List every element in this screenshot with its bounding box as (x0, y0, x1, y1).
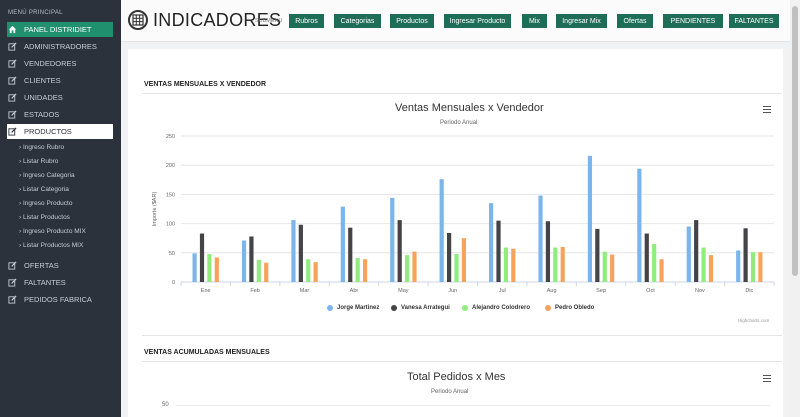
menu-title: MENÚ PRINCIPAL (8, 10, 63, 16)
legend-marker (391, 305, 397, 311)
sidebar-item-ofertas[interactable]: OFERTAS (7, 258, 113, 273)
table-icon (128, 10, 148, 30)
submenu-label: SUBMENU (255, 18, 283, 24)
sidebar-item-label: VENDEDORES (24, 59, 77, 68)
edit-icon (7, 127, 17, 137)
legend-marker (545, 305, 551, 311)
chart2-menu-icon[interactable] (763, 375, 771, 383)
sidebar-item-unidades[interactable]: UNIDADES (7, 90, 113, 105)
sidebar-subitem[interactable]: › Ingreso Rubro (19, 144, 65, 151)
sidebar-item-label: OFERTAS (24, 261, 59, 270)
edit-icon (7, 93, 17, 103)
edit-icon (7, 295, 17, 305)
home-icon (7, 25, 17, 35)
sidebar-item-label: ADMINISTRADORES (24, 42, 97, 51)
chart2-title: Total Pedidos x Mes (407, 371, 506, 383)
sidebar-item-pedidos-fabrica[interactable]: PEDIDOS FABRICA (7, 292, 113, 307)
sidebar-subitem[interactable]: › Ingreso Producto (19, 200, 73, 207)
page-title: INDICADORES (153, 10, 282, 30)
sidebar-item-label: UNIDADES (24, 93, 63, 102)
sidebar-item-label: ESTADOS (24, 110, 60, 119)
legend-item[interactable]: Alejandro Colodrero (462, 305, 530, 311)
sidebar-item-label: PANEL DISTRIDIET (24, 25, 92, 34)
chart2-y-tick: 50 (162, 402, 169, 408)
sidebar-subitem[interactable]: › Listar Productos MIX (19, 242, 84, 249)
legend-marker (462, 305, 468, 311)
chart-menu-icon[interactable] (763, 106, 771, 114)
submenu-button-mix[interactable]: Mix (522, 14, 547, 28)
legend-item[interactable]: Vanesa Arrategui (391, 305, 450, 311)
sidebar-subitem[interactable]: › Ingreso Categoria (19, 172, 75, 179)
edit-icon (7, 110, 17, 120)
submenu-button-pendientes[interactable]: PENDIENTES (663, 14, 723, 28)
submenu-button-productos[interactable]: Productos (390, 14, 434, 28)
sidebar-item-faltantes[interactable]: FALTANTES (7, 275, 113, 290)
legend-marker (327, 305, 333, 311)
sidebar: MENÚ PRINCIPAL (0, 0, 121, 417)
chart-subtitle: Periodo Anual (440, 120, 478, 126)
section-title-ventas-acumuladas: VENTAS ACUMULADAS MENSUALES (144, 349, 270, 356)
sidebar-item-label: PRODUCTOS (24, 127, 72, 136)
edit-icon (7, 76, 17, 86)
chart-title: Ventas Mensuales x Vendedor (395, 102, 544, 114)
submenu-button-ingresar-producto[interactable]: Ingresar Producto (444, 14, 511, 28)
sidebar-item-label: FALTANTES (24, 278, 66, 287)
sidebar-item-clientes[interactable]: CLIENTES (7, 73, 113, 88)
submenu-button-categorias[interactable]: Categorias (334, 14, 381, 28)
legend-label: Pedro Obledo (555, 305, 595, 311)
sidebar-subitem[interactable]: › Ingreso Producto MIX (19, 228, 86, 235)
legend-label: Alejandro Colodrero (472, 305, 531, 311)
edit-icon (7, 42, 17, 52)
section-title-ventas-vendedor: VENTAS MENSUALES X VENDEDOR (144, 81, 266, 88)
legend-label: Jorge Martinez (337, 305, 380, 311)
sidebar-item-vendedores[interactable]: VENDEDORES (7, 56, 113, 71)
submenu-button-rubros[interactable]: Rubros (289, 14, 324, 28)
legend-item[interactable]: Pedro Obledo (545, 305, 594, 311)
content-panel (128, 49, 783, 417)
divider (142, 335, 782, 336)
submenu-button-ofertas[interactable]: Ofertas (617, 14, 653, 28)
sidebar-subitem[interactable]: › Listar Rubro (19, 158, 59, 165)
sidebar-subitem[interactable]: › Listar Productos (19, 214, 70, 221)
submenu-button-ingresar-mix[interactable]: Ingresar Mix (556, 14, 607, 28)
submenu-button-faltantes[interactable]: FALTANTES (729, 14, 779, 28)
edit-icon (7, 59, 17, 69)
sidebar-item-productos[interactable]: PRODUCTOS (7, 124, 113, 139)
sidebar-item-estados[interactable]: ESTADOS (7, 107, 113, 122)
sidebar-item-administradores[interactable]: ADMINISTRADORES (7, 39, 113, 54)
sidebar-item-label: CLIENTES (24, 76, 61, 85)
chart2-subtitle: Periodo Anual (431, 389, 469, 395)
legend-item[interactable]: Jorge Martinez (327, 305, 379, 311)
chart2-gridline (176, 405, 770, 406)
divider (142, 361, 782, 362)
edit-icon (7, 261, 17, 271)
scrollbar-thumb[interactable] (792, 6, 798, 276)
sidebar-item-label: PEDIDOS FABRICA (24, 295, 92, 304)
chart-credits: Highcharts.com (738, 318, 770, 323)
sidebar-subitem[interactable]: › Listar Categoria (19, 186, 69, 193)
divider (142, 93, 782, 94)
sidebar-item-panel-distridiet[interactable]: PANEL DISTRIDIET (7, 22, 113, 37)
legend-label: Vanesa Arrategui (401, 305, 450, 311)
edit-icon (7, 278, 17, 288)
